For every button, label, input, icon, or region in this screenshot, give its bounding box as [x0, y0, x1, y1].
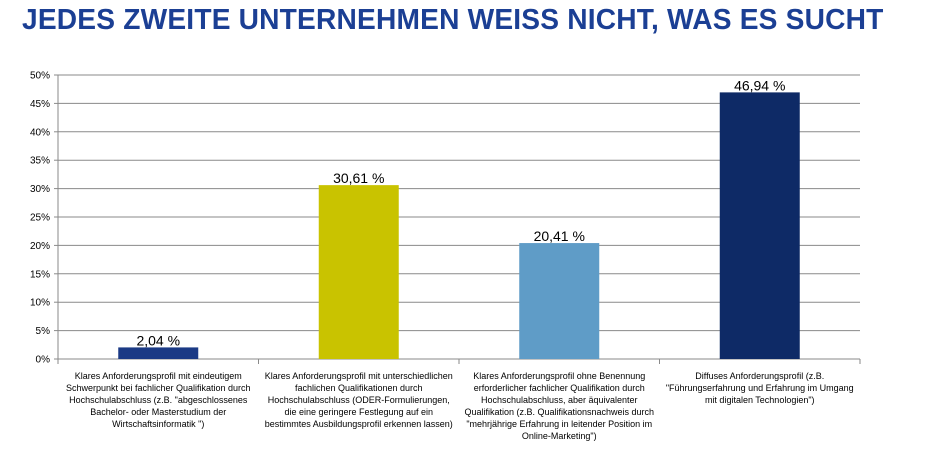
y-tick-label: 20%: [30, 241, 50, 252]
bar: [519, 243, 600, 359]
y-tick-label: 10%: [30, 298, 50, 309]
y-tick-label: 25%: [30, 213, 50, 224]
y-tick-label: 15%: [30, 269, 50, 280]
data-label: 30,61 %: [333, 170, 384, 186]
y-tick-label: 40%: [30, 127, 50, 138]
bar: [118, 347, 199, 359]
data-label: 46,94 %: [734, 77, 785, 93]
data-label: 2,04 %: [136, 332, 180, 348]
y-tick-label: 45%: [30, 99, 50, 110]
chart-title: JEDES ZWEITE UNTERNEHMEN WEISS NICHT, WA…: [22, 4, 884, 36]
x-category-label: Klares Anforderungsprofil mit unterschie…: [264, 371, 453, 429]
x-category-label: Klares Anforderungsprofil ohne Benennung…: [464, 371, 655, 441]
x-category-label: Klares Anforderungsprofil mit eindeutige…: [65, 371, 251, 429]
bar: [719, 92, 800, 359]
x-category-label: Diffuses Anforderungsprofil (z.B. "Führu…: [665, 371, 854, 405]
y-tick-label: 0%: [36, 355, 51, 366]
data-label: 20,41 %: [534, 228, 585, 244]
bar: [318, 185, 399, 359]
y-tick-label: 30%: [30, 184, 50, 195]
y-tick-label: 5%: [36, 326, 51, 337]
y-tick-label: 35%: [30, 156, 50, 167]
y-tick-label: 50%: [30, 71, 50, 82]
